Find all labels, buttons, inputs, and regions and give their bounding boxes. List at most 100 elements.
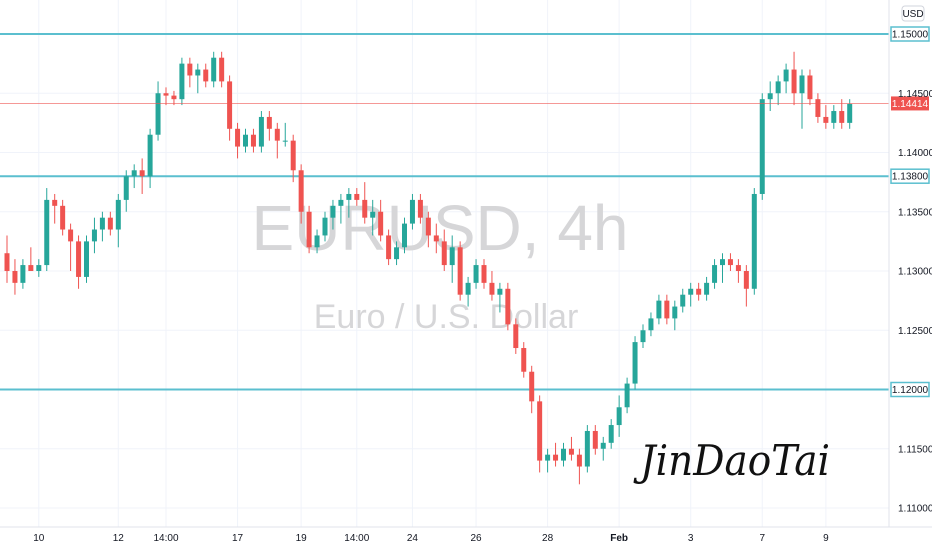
candle-up	[123, 170, 129, 212]
candle-up	[712, 259, 718, 289]
candle-down	[592, 425, 598, 455]
candle-down	[529, 365, 535, 414]
candle-up	[783, 63, 789, 94]
y-tick-label: 1.13000	[898, 267, 932, 278]
candle-down	[839, 99, 845, 129]
candle-up	[282, 122, 288, 147]
candle-up	[258, 111, 264, 153]
candle-up	[584, 425, 590, 473]
candle-up	[545, 448, 551, 473]
candle-down	[378, 199, 384, 242]
candle-down	[425, 211, 431, 248]
candle-down	[441, 229, 447, 271]
level-label: 1.13800	[892, 172, 929, 183]
level-price-tag: 1.13800	[890, 168, 930, 184]
candle-down	[791, 51, 797, 106]
candle-down	[107, 211, 113, 236]
candle-up	[409, 193, 415, 230]
candle-down	[823, 105, 829, 129]
candle-up	[84, 235, 89, 283]
currency-button[interactable]: USD	[901, 5, 925, 22]
x-tick-label: 7	[759, 533, 765, 544]
candle-up	[775, 75, 781, 106]
x-tick-label: 14:00	[153, 533, 178, 544]
level-label: 1.15000	[892, 30, 929, 41]
candle-down	[354, 188, 360, 206]
candle-down	[187, 57, 193, 88]
candle-up	[473, 259, 479, 289]
candle-down	[219, 51, 225, 88]
candle-down	[576, 448, 582, 485]
candle-down	[266, 111, 272, 141]
level-label: 1.12000	[892, 385, 929, 396]
candle-up	[767, 81, 773, 112]
candle-down	[433, 223, 439, 254]
candle-up	[608, 419, 614, 449]
watermark-subtitle: Euro / U.S. Dollar	[314, 298, 579, 336]
candle-up	[656, 294, 662, 325]
candle-up	[147, 128, 153, 189]
candle-down	[60, 199, 66, 236]
candle-down	[362, 182, 368, 224]
candle-up	[322, 211, 328, 242]
candle-down	[489, 271, 495, 301]
candle-down	[696, 282, 702, 301]
candle-up	[99, 211, 105, 242]
level-price-tag: 1.15000	[890, 26, 930, 42]
signature: JinDaoTai	[633, 436, 830, 485]
time-axis[interactable]: 10 12 14:00 17 19 14:00 24 26 28 Feb 3 7 9	[33, 533, 829, 544]
candle-down	[513, 318, 519, 354]
candle-down	[457, 241, 463, 301]
candle-down	[298, 164, 304, 224]
candle-down	[664, 294, 670, 325]
candle-down	[815, 93, 821, 123]
candle-down	[139, 158, 145, 194]
candle-down	[386, 229, 392, 266]
price-axis[interactable]: 1.11000 1.11500 1.12500 1.13000 1.13500 1.140…	[898, 89, 932, 515]
level-price-tag: 1.12000	[890, 381, 930, 398]
candle-down	[290, 134, 296, 183]
candle-up	[370, 199, 376, 236]
candle-up	[672, 300, 678, 331]
last-price-tag: 1.14414	[891, 96, 929, 111]
watermark-title: EURUSD, 4h	[252, 192, 629, 264]
candle-down	[553, 442, 559, 467]
y-tick-label: 1.12500	[898, 326, 932, 337]
candle-down	[52, 193, 58, 224]
candle-up	[640, 324, 646, 349]
candle-up	[211, 51, 217, 88]
candle-up	[330, 199, 336, 230]
candle-up	[600, 436, 606, 461]
candle-up	[179, 57, 185, 106]
candle-up	[314, 229, 320, 254]
candlestick-series	[4, 51, 853, 485]
candle-down	[537, 395, 543, 473]
candle-up	[155, 81, 161, 141]
candle-up	[195, 63, 201, 94]
candle-up	[465, 276, 471, 307]
candle-up	[720, 253, 725, 283]
candle-up	[497, 282, 503, 313]
candle-down	[203, 63, 209, 88]
y-tick-label: 1.14000	[898, 148, 932, 159]
candle-up	[624, 377, 630, 414]
candle-up	[394, 241, 400, 266]
y-tick-label: 1.11500	[898, 444, 932, 455]
candle-up	[36, 259, 42, 277]
candle-down	[163, 87, 169, 106]
x-tick-label: 26	[470, 533, 482, 544]
x-tick-label: 3	[688, 533, 694, 544]
candle-up	[648, 312, 654, 337]
candle-down	[807, 69, 813, 106]
candle-up	[751, 188, 757, 295]
candle-down	[743, 265, 749, 307]
candle-down	[481, 259, 487, 289]
x-tick-label: 28	[542, 533, 554, 544]
candle-up	[831, 105, 837, 129]
candle-down	[28, 247, 34, 271]
candle-down	[4, 235, 10, 283]
candle-up	[346, 188, 352, 218]
candle-down	[250, 128, 256, 153]
candle-down	[76, 235, 82, 289]
